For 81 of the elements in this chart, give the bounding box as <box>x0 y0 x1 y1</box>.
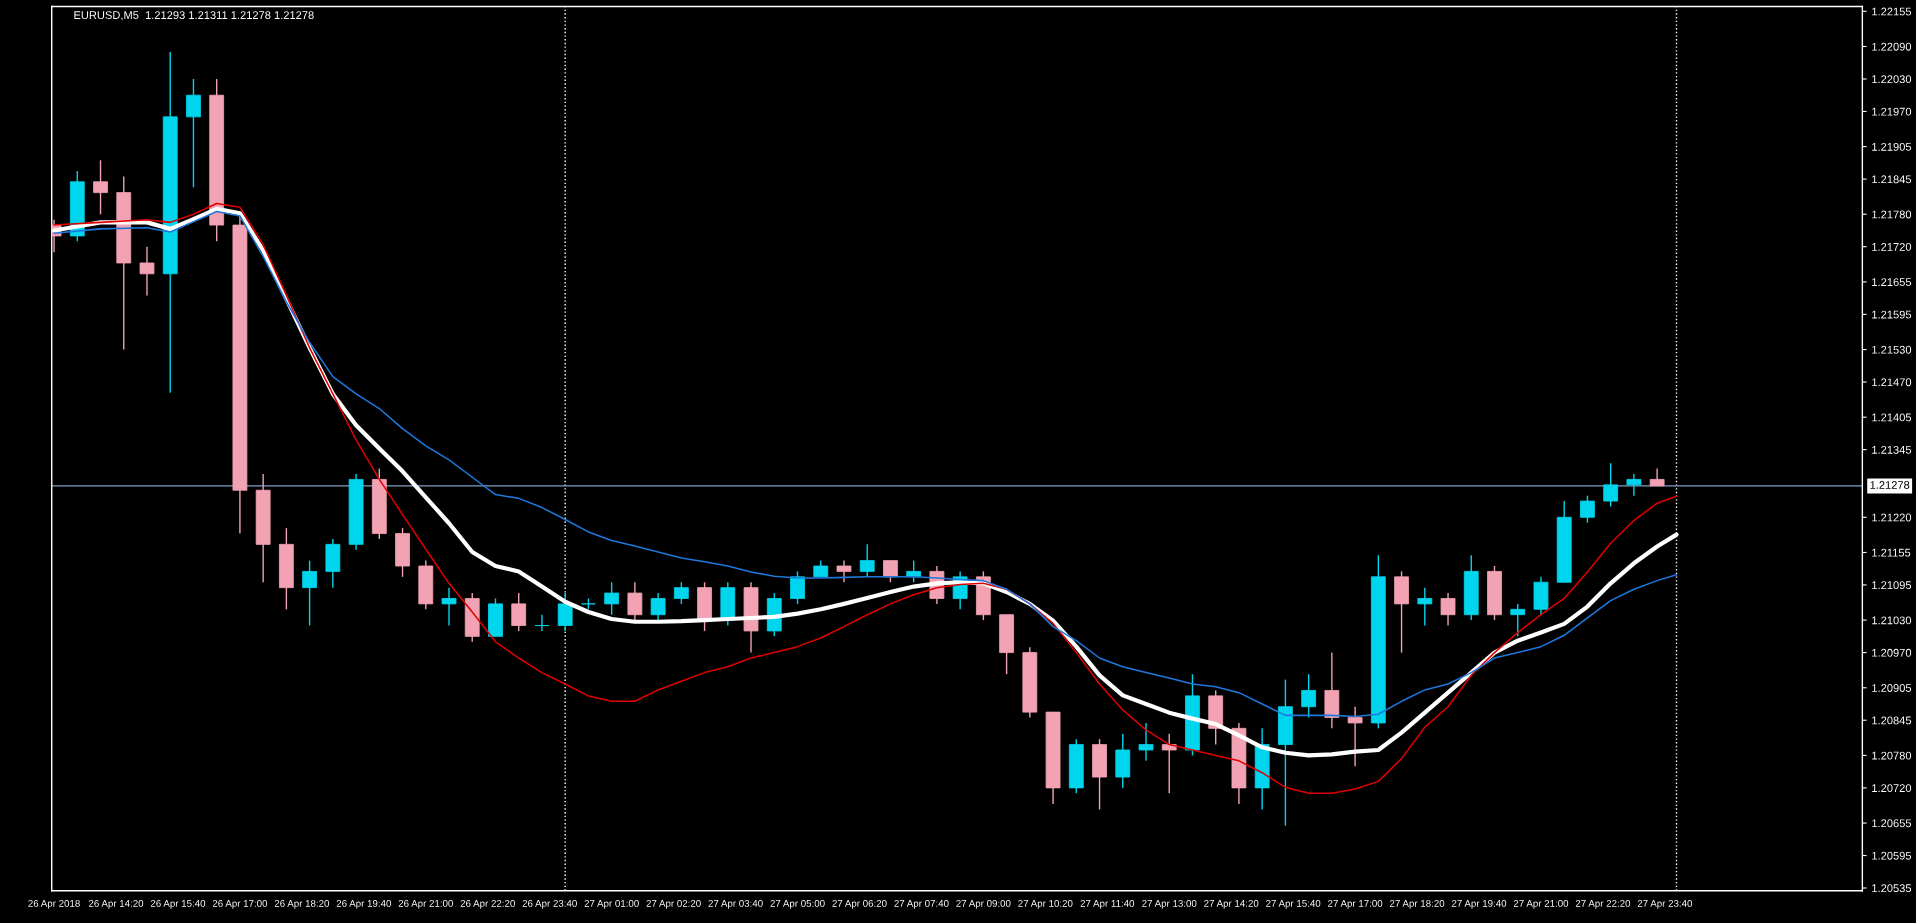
y-tick-label: 1.20655 <box>1872 819 1912 828</box>
candlestick <box>1301 673 1317 719</box>
candlestick <box>673 581 689 605</box>
x-tick-label: 27 Apr 23:40 <box>1637 899 1693 909</box>
y-tick-label: 1.21345 <box>1872 445 1912 454</box>
x-tick-label: 27 Apr 10:20 <box>1018 899 1073 909</box>
x-tick-label: 27 Apr 21:00 <box>1513 899 1569 909</box>
x-tick-label: 27 Apr 15:40 <box>1266 899 1321 909</box>
candlestick <box>511 592 527 632</box>
x-tick-label: 26 Apr 15:40 <box>150 899 206 909</box>
candlestick <box>1161 733 1177 794</box>
x-tick-label: 27 Apr 22:20 <box>1575 899 1631 909</box>
candlestick <box>1440 592 1456 627</box>
y-tick-label: 1.21095 <box>1872 581 1912 590</box>
candlestick <box>836 559 852 583</box>
candlestick <box>1138 722 1154 762</box>
x-tick-label: 27 Apr 03:40 <box>708 899 763 909</box>
candlestick <box>534 614 550 632</box>
x-tick-label: 27 Apr 13:00 <box>1142 899 1197 909</box>
x-tick-label: 26 Apr 19:40 <box>336 899 392 909</box>
ref-line-label: 1.21278 <box>1870 481 1910 489</box>
candlestick <box>139 246 155 297</box>
y-tick-label: 1.20780 <box>1872 751 1912 760</box>
y-tick-label: 1.21220 <box>1872 513 1912 522</box>
candlestick <box>627 581 643 621</box>
y-tick-label: 1.21405 <box>1872 413 1912 422</box>
candlestick <box>604 581 620 616</box>
candlestick <box>1510 603 1526 638</box>
candlestick <box>441 586 457 627</box>
y-tick-label: 1.22030 <box>1872 75 1912 84</box>
x-tick-label: 27 Apr 06:20 <box>832 899 887 909</box>
candlestick <box>93 159 108 215</box>
candlestick <box>883 559 898 583</box>
candlestick <box>650 592 666 621</box>
candlestick <box>1347 706 1363 767</box>
x-tick-label: 27 Apr 01:00 <box>584 899 639 909</box>
x-tick-label: 27 Apr 02:20 <box>646 899 701 909</box>
y-tick-label: 1.21530 <box>1872 345 1912 354</box>
y-tick-label: 1.21470 <box>1872 378 1912 387</box>
candlestick <box>859 543 875 578</box>
x-tick-label: 27 Apr 09:00 <box>956 899 1011 909</box>
x-tick-label: 27 Apr 05:00 <box>770 899 825 909</box>
y-tick-label: 1.21970 <box>1872 107 1912 116</box>
x-tick-label: 26 Apr 17:00 <box>212 899 268 909</box>
y-tick-label: 1.20720 <box>1872 784 1912 793</box>
y-tick-label: 1.20970 <box>1872 648 1912 657</box>
candlestick <box>1580 494 1595 524</box>
x-tick-label: 26 Apr 21:00 <box>398 899 453 909</box>
y-tick-label: 1.22090 <box>1872 42 1912 51</box>
y-tick-label: 1.21780 <box>1872 210 1912 219</box>
x-tick-label: 27 Apr 11:40 <box>1080 899 1135 909</box>
y-tick-label: 1.21845 <box>1872 175 1912 184</box>
y-tick-label: 1.21030 <box>1872 616 1912 625</box>
y-tick-label: 1.20905 <box>1872 684 1912 692</box>
candlestick <box>1626 473 1642 497</box>
x-tick-label: 27 Apr 14:20 <box>1204 899 1259 909</box>
candlestick <box>557 592 573 632</box>
candlestick <box>1603 462 1619 508</box>
candlestick <box>302 559 318 627</box>
x-tick-label: 26 Apr 22:20 <box>460 899 515 909</box>
candlestick <box>790 570 805 605</box>
x-tick-label: 27 Apr 19:40 <box>1451 899 1507 909</box>
x-tick-label: 26 Apr 18:20 <box>274 899 330 909</box>
y-tick-label: 1.21720 <box>1872 243 1912 251</box>
y-tick-label: 1.21595 <box>1872 310 1912 319</box>
x-tick-label: 26 Apr 14:20 <box>88 899 144 909</box>
y-tick-label: 1.21155 <box>1872 548 1911 557</box>
y-tick-label: 1.21905 <box>1872 142 1912 151</box>
y-tick-label: 1.20845 <box>1872 716 1912 725</box>
x-tick-label: 27 Apr 07:40 <box>894 899 949 909</box>
x-tick-label: 26 Apr 2018 <box>28 899 80 909</box>
y-tick-label: 1.22155 <box>1872 7 1912 16</box>
candlestick <box>1417 586 1433 627</box>
y-tick-label: 1.21655 <box>1872 278 1912 287</box>
y-tick-label: 1.20535 <box>1872 884 1912 893</box>
x-tick-label: 27 Apr 18:20 <box>1389 899 1445 909</box>
x-tick-label: 27 Apr 17:00 <box>1328 899 1383 909</box>
candlestick <box>186 78 201 188</box>
chart-title: EURUSD,M5 1.21293 1.21311 1.21278 1.21278 <box>74 11 314 21</box>
y-tick-label: 1.20595 <box>1872 851 1912 860</box>
x-tick-label: 26 Apr 23:40 <box>522 899 577 909</box>
